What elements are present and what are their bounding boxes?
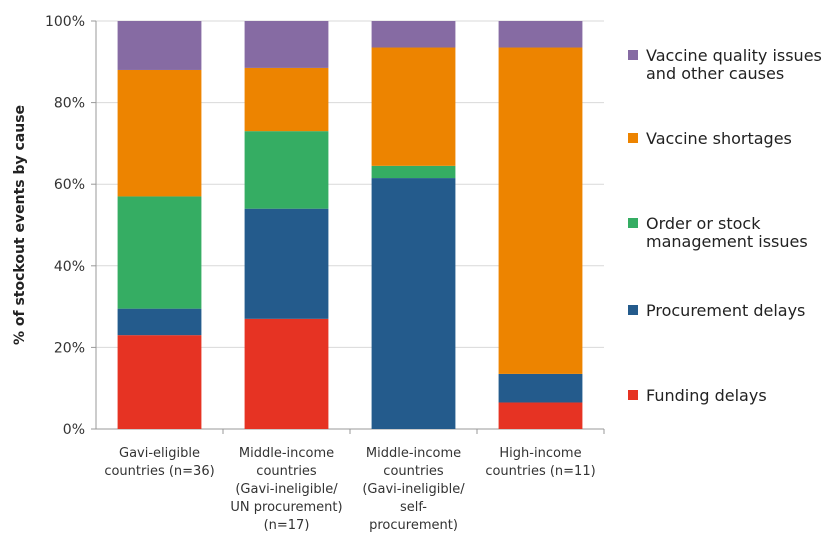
legend-swatch [628, 218, 638, 228]
y-tick-label: 40% [54, 259, 85, 275]
x-category-label: countries (n=36) [104, 464, 214, 479]
bar-segment [117, 69, 202, 197]
x-category-label: (Gavi-ineligible/ [235, 482, 338, 497]
bar-segment [498, 373, 583, 403]
legend-swatch [628, 50, 638, 60]
legend-label: Funding delays [646, 386, 767, 405]
legend-label: Procurement delays [646, 301, 805, 320]
bar-segment [244, 21, 329, 68]
legend-swatch [628, 390, 638, 400]
x-category-label: UN procurement) [230, 500, 342, 515]
bar-segment [498, 402, 583, 429]
x-category-labels: Gavi-eligible countries (n=36) Middle-inco… [104, 446, 595, 533]
bar-segment [244, 208, 329, 319]
legend-swatch [628, 305, 638, 315]
bar-segment [498, 21, 583, 48]
y-tick-labels: 0% 20% 40% 60% 80% 100% [45, 14, 85, 438]
bar-segment [498, 47, 583, 374]
x-category-label: High-income [499, 446, 581, 461]
x-category-label: countries [383, 464, 444, 479]
x-category-label: procurement) [369, 518, 458, 533]
legend-label: and other causes [646, 64, 784, 83]
legend-label: Vaccine quality issues [646, 46, 822, 65]
legend-label: management issues [646, 232, 808, 251]
bar-segment [244, 318, 329, 429]
y-tick-label: 0% [63, 422, 85, 438]
x-category-label: (Gavi-ineligible/ [362, 482, 465, 497]
y-tick-label: 20% [54, 340, 85, 356]
x-category-label: self- [400, 500, 427, 515]
legend-label: Vaccine shortages [646, 129, 792, 148]
y-tick-label: 60% [54, 177, 85, 193]
bar-segment [117, 308, 202, 336]
x-category-label: Middle-income [366, 446, 461, 461]
x-category-label: Middle-income [239, 446, 334, 461]
legend-swatch [628, 133, 638, 143]
bar-segment [371, 21, 456, 48]
bar-segment [371, 178, 456, 429]
bar-segment [371, 47, 456, 166]
bar-segment [371, 165, 456, 179]
y-tick-label: 100% [45, 14, 85, 30]
bar-segment [117, 21, 202, 70]
y-axis-label: % of stockout events by cause [12, 105, 28, 345]
bar-segment [244, 131, 329, 209]
legend-label: Order or stock [646, 214, 761, 233]
y-tick-label: 80% [54, 96, 85, 112]
x-category-label: Gavi-eligible [119, 446, 200, 461]
bar-segment [117, 196, 202, 309]
x-category-label: (n=17) [264, 518, 310, 533]
x-category-label: countries [256, 464, 317, 479]
bars [117, 21, 583, 429]
x-category-label: countries (n=11) [485, 464, 595, 479]
bar-segment [117, 335, 202, 429]
bar-segment [244, 67, 329, 132]
